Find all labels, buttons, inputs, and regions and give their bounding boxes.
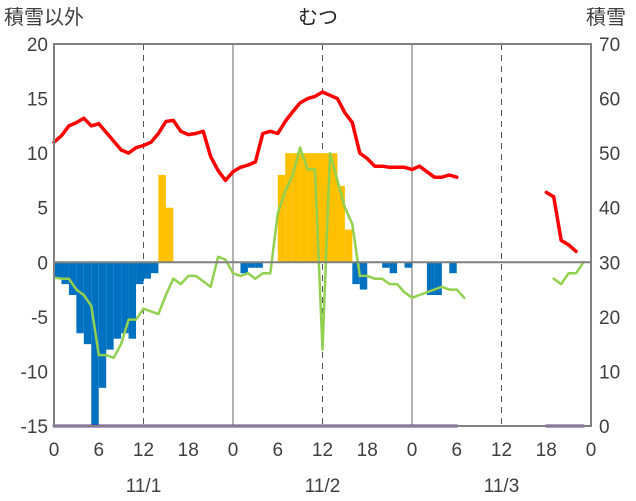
snow-decrease-bar xyxy=(389,262,398,274)
temperature-line xyxy=(52,90,459,183)
right-tick-label: 40 xyxy=(599,199,620,220)
snowfall-bar xyxy=(277,174,286,263)
right-tick-label: 10 xyxy=(599,362,620,383)
snow-decrease-bar xyxy=(83,262,92,345)
x-tick-label: 6 xyxy=(272,440,283,461)
snow-decrease-bar xyxy=(54,262,62,279)
snow-decrease-bar xyxy=(404,262,412,268)
x-tick-label: 0 xyxy=(407,440,418,461)
snow-depth-line xyxy=(552,261,585,286)
snowfall-bar xyxy=(315,153,323,263)
snowfall-bar xyxy=(307,153,316,263)
snowfall-bar xyxy=(158,174,166,263)
snow-decrease-bar xyxy=(150,262,159,274)
snowfall-bar xyxy=(300,153,308,263)
x-tick-label: 18 xyxy=(357,440,378,461)
snow-decrease-bar xyxy=(98,262,107,388)
x-tick-label: 12 xyxy=(133,440,154,461)
left-tick-label: -15 xyxy=(21,417,48,438)
snow-decrease-bar xyxy=(426,262,435,296)
x-tick-label: 0 xyxy=(49,440,60,461)
plot-frame xyxy=(53,43,592,427)
snow-depth-line xyxy=(52,146,466,360)
snow-decrease-bar xyxy=(240,262,248,274)
x-tick-label: 6 xyxy=(451,440,462,461)
snowfall-bar xyxy=(165,207,174,263)
right-tick-label: 30 xyxy=(599,253,620,274)
snow-decrease-bar xyxy=(449,262,457,274)
date-label: 11/2 xyxy=(305,476,341,497)
snow-decrease-bar xyxy=(382,262,390,268)
left-tick-label: 10 xyxy=(27,144,48,165)
snowfall-bar xyxy=(292,153,301,263)
left-tick-label: -10 xyxy=(21,362,48,383)
x-tick-label: 6 xyxy=(93,440,104,461)
date-label: 11/3 xyxy=(484,476,520,497)
x-tick-label: 18 xyxy=(178,440,199,461)
temperature-line xyxy=(544,190,578,254)
snow-decrease-bar xyxy=(91,262,99,426)
axes xyxy=(53,43,592,427)
snow-decrease-bar xyxy=(113,262,122,339)
right-axis-label: 積雪 xyxy=(586,6,626,29)
left-tick-label: -5 xyxy=(31,308,48,329)
snowfall-bar xyxy=(329,153,338,263)
left-tick-label: 0 xyxy=(37,253,48,274)
x-tick-label: 0 xyxy=(228,440,239,461)
date-label: 11/1 xyxy=(126,476,162,497)
snowfall-bar xyxy=(344,229,353,263)
snow-decrease-bar xyxy=(121,262,129,334)
right-tick-label: 60 xyxy=(599,90,620,111)
snow-decrease-bar xyxy=(143,262,151,279)
x-tick-label: 0 xyxy=(586,440,597,461)
bars xyxy=(54,153,457,426)
snow-decrease-bar xyxy=(61,262,69,285)
snow-decrease-bar xyxy=(434,262,442,296)
x-tick-label: 18 xyxy=(536,440,557,461)
right-tick-label: 0 xyxy=(599,417,610,438)
x-tick-label: 12 xyxy=(491,440,512,461)
snowfall-bar xyxy=(337,185,345,263)
right-tick-label: 70 xyxy=(599,35,620,56)
right-tick-label: 50 xyxy=(599,144,620,165)
right-tick-label: 20 xyxy=(599,308,620,329)
snowfall-bar xyxy=(285,153,293,263)
left-tick-label: 5 xyxy=(37,199,48,220)
chart-title: むつ xyxy=(298,7,338,29)
snow-decrease-bar xyxy=(128,262,137,339)
snow-decrease-bar xyxy=(136,262,144,285)
left-axis-label: 積雪以外 xyxy=(4,6,84,29)
x-tick-label: 12 xyxy=(312,440,333,461)
left-tick-label: 20 xyxy=(27,35,48,56)
snowfall-bar xyxy=(322,153,330,263)
lines xyxy=(52,90,585,428)
snow-decrease-bar xyxy=(76,262,84,334)
snow-decrease-bar xyxy=(106,262,114,350)
snow-decrease-bar xyxy=(68,262,77,296)
snow-decrease-bar xyxy=(255,262,263,268)
snow-decrease-bar xyxy=(352,262,360,285)
left-tick-label: 15 xyxy=(27,90,48,111)
snow-decrease-bar xyxy=(247,262,256,268)
